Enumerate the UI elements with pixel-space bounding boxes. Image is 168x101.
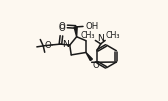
Polygon shape — [86, 52, 92, 61]
Text: O: O — [93, 61, 100, 70]
Text: O: O — [58, 24, 65, 33]
Text: OH: OH — [86, 22, 99, 31]
Text: O: O — [59, 22, 66, 31]
Text: N: N — [62, 40, 69, 49]
Text: CH₃: CH₃ — [80, 31, 95, 40]
Polygon shape — [74, 27, 77, 37]
Text: N: N — [97, 34, 104, 43]
Text: CH₃: CH₃ — [106, 31, 120, 40]
Text: O: O — [44, 41, 51, 50]
